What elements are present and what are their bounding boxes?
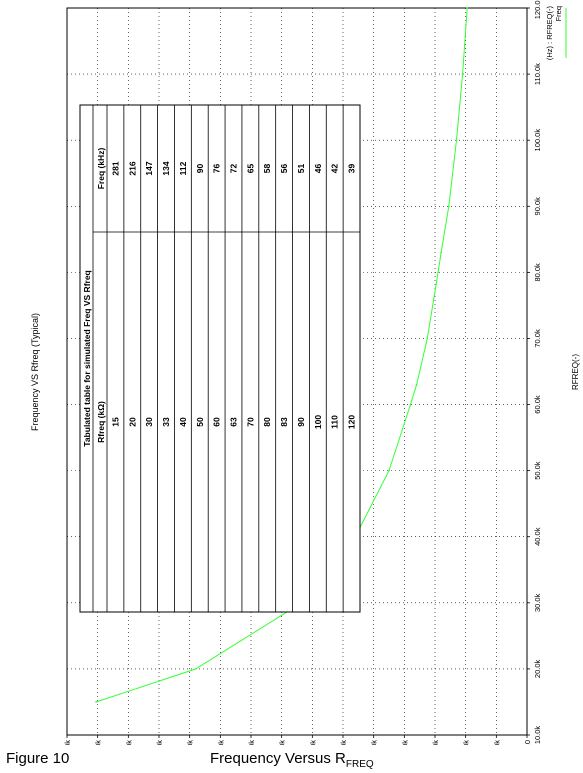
x-tick-label: 80.0k	[533, 263, 542, 282]
data-point	[455, 139, 458, 142]
table-cell: 42	[330, 164, 340, 174]
data-point	[437, 271, 439, 274]
table-cell: 56	[279, 164, 289, 174]
x-tick-label: 50.0k	[533, 461, 542, 480]
y-tick-label: 0.0	[523, 740, 532, 745]
data-point	[95, 701, 98, 703]
y-axis-ticks: 0.0 20.0k 40.0k 60.0k 80.0k 100.0k 120.0k 140.0…	[63, 735, 532, 745]
y-tick-label: 240.0k	[155, 740, 164, 745]
x-tick-label: 110.0k	[533, 63, 542, 85]
table-cell: 50	[195, 417, 205, 427]
plot-frame	[66, 7, 528, 736]
chart-canvas: 0.0 20.0k 40.0k 60.0k 80.0k 100.0k 120.0k 140.0…	[30, 0, 580, 745]
y-tick-label: 180.0k	[247, 740, 256, 745]
data-point	[388, 469, 390, 472]
y-tick-label: 40.0k	[462, 740, 471, 745]
table-cell: 72	[229, 164, 239, 174]
x-tick-label: 20.0k	[533, 659, 542, 678]
table-cell: 281	[110, 161, 120, 175]
table-cell: 83	[279, 417, 289, 427]
table-cell: 63	[229, 417, 239, 427]
figure-caption: Frequency Versus RFREQ	[210, 750, 374, 770]
x-axis-ticks: 10.0k 20.0k 30.0k 40.0k 50.0k 60.0k 70.0k 80.0k…	[527, 0, 542, 744]
legend-label-freq: Freq	[554, 6, 563, 21]
y-tick-label: 80.0k	[400, 740, 409, 745]
data-point	[440, 251, 443, 254]
y-tick-label: 20.0k	[492, 740, 501, 745]
table-cell: 39	[347, 164, 357, 174]
data-point	[409, 403, 412, 406]
table-cell: 20	[127, 417, 137, 427]
table-cell: 33	[161, 417, 171, 427]
data-point	[426, 337, 429, 340]
y-tick-label: 300.0k	[63, 740, 72, 745]
y-tick-label: 60.0k	[431, 740, 440, 745]
table-cell: 112	[178, 161, 188, 175]
data-point	[447, 205, 450, 208]
table-cell: 134	[161, 161, 171, 175]
data-point	[194, 668, 197, 670]
y-tick-label: 260.0k	[124, 740, 133, 745]
table-cell: 65	[245, 164, 255, 174]
x-tick-label: 30.0k	[533, 593, 542, 612]
table-cell: 80	[262, 417, 272, 427]
table-cell: 30	[144, 417, 154, 427]
table-cell: 40	[178, 417, 188, 427]
x-tick-label: 60.0k	[533, 395, 542, 414]
data-point	[415, 383, 418, 386]
table-cell: 90	[195, 164, 205, 174]
x-tick-label: 40.0k	[533, 527, 542, 546]
chart-title: Frequency VS Rfreq (Typical)	[30, 313, 40, 431]
y-tick-label: 280.0k	[94, 740, 103, 745]
figure-caption-main: Frequency Versus R	[210, 750, 346, 767]
table-cell: 51	[296, 164, 306, 174]
table-cell: 100	[313, 415, 323, 429]
table-frame	[79, 104, 361, 613]
table-title: Tabulated table for simulated Freq VS Rf…	[82, 270, 92, 446]
table-cell: 46	[313, 164, 323, 174]
x-tick-label: 10.0k	[533, 726, 542, 745]
table-cell: 90	[296, 417, 306, 427]
x-tick-label: 120.0k	[533, 0, 542, 19]
figure-label: Figure 10	[6, 750, 70, 767]
table-cell: 120	[347, 415, 357, 429]
table-cell: 216	[127, 161, 137, 175]
table-cell: 70	[245, 417, 255, 427]
x-tick-label: 90.0k	[533, 197, 542, 216]
y-tick-label: 200.0k	[216, 740, 225, 745]
data-point	[461, 73, 464, 75]
figure-caption-subscript: FREQ	[345, 759, 374, 770]
table-cell: 110	[330, 415, 340, 429]
table-cell: 58	[262, 164, 272, 174]
table-cell: 15	[110, 417, 120, 427]
y-tick-label: 140.0k	[308, 740, 317, 745]
table-cell: 147	[144, 161, 154, 175]
table-cell: 76	[212, 164, 222, 174]
x-tick-label: 100.0k	[533, 129, 542, 152]
y-tick-label: 100.0k	[370, 740, 379, 745]
x-tick-label: 70.0k	[533, 329, 542, 348]
table-header-cell: Freq (kHz)	[96, 148, 106, 190]
data-table: Tabulated table for simulated Freq VS Rf…	[79, 104, 361, 613]
table-cell: 60	[212, 417, 222, 427]
y-tick-label: 160.0k	[278, 740, 287, 745]
x-axis-label: RFREQ(-)	[571, 354, 580, 390]
y-tick-label: 220.0k	[186, 740, 195, 745]
data-point	[466, 7, 469, 9]
y-tick-label: 120.0k	[339, 740, 348, 745]
y-axis-label: (Hz) : RFREQ(-)	[545, 5, 554, 60]
table-header-cell: Rfreq (kΩ)	[96, 401, 106, 443]
